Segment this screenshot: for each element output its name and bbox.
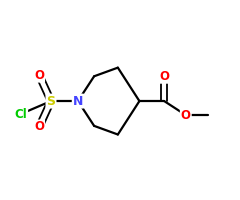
Text: O: O [34, 120, 44, 133]
Text: N: N [73, 95, 83, 108]
Text: S: S [47, 95, 55, 108]
Text: Cl: Cl [14, 108, 27, 121]
Text: O: O [159, 70, 169, 83]
Text: O: O [181, 109, 191, 122]
Text: O: O [34, 69, 44, 82]
